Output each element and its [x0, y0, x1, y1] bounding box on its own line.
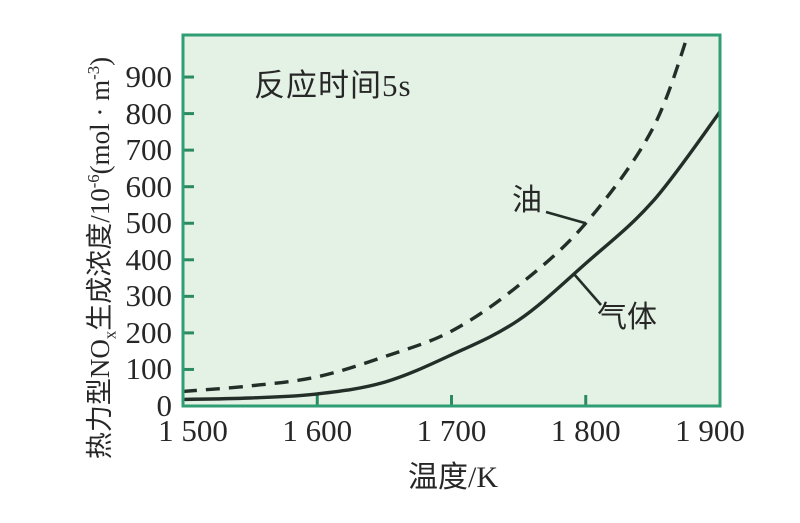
x-tick-label: 1 800 — [550, 413, 621, 448]
plot-area — [183, 35, 720, 406]
leader-lines — [545, 210, 602, 306]
y-tick-label: 600 — [125, 168, 173, 204]
curve-label-gas: 气体 — [597, 301, 657, 334]
x-tick-label: 1 700 — [416, 413, 487, 448]
leader-oil — [545, 210, 587, 225]
y-tick-label: 700 — [125, 132, 173, 168]
y-tick-label: 200 — [125, 314, 173, 350]
curve-gas — [183, 110, 720, 402]
y-tick-label: 900 — [125, 59, 173, 95]
x-tick-label: 1 900 — [675, 413, 745, 448]
y-tick-label: 100 — [125, 351, 173, 387]
leader-gas — [572, 272, 602, 306]
x-axis-label: 温度/K — [408, 461, 498, 494]
curve-oil — [183, 35, 690, 394]
curve-label-oil: 油 — [512, 184, 542, 217]
y-tick-label: 500 — [125, 205, 173, 241]
reaction-time-annotation: 反应时间5s — [254, 68, 412, 103]
y-tick-label: 400 — [125, 241, 173, 277]
axis-ticks — [183, 75, 588, 406]
y-tick-label: 300 — [125, 278, 173, 314]
y-tick-label: 0 — [156, 388, 173, 423]
x-tick-label: 1 500 — [158, 413, 228, 448]
y-tick-label: 800 — [125, 95, 173, 131]
x-tick-label: 1 600 — [282, 413, 353, 448]
plot-border — [181, 33, 722, 408]
curves-group — [183, 35, 720, 402]
